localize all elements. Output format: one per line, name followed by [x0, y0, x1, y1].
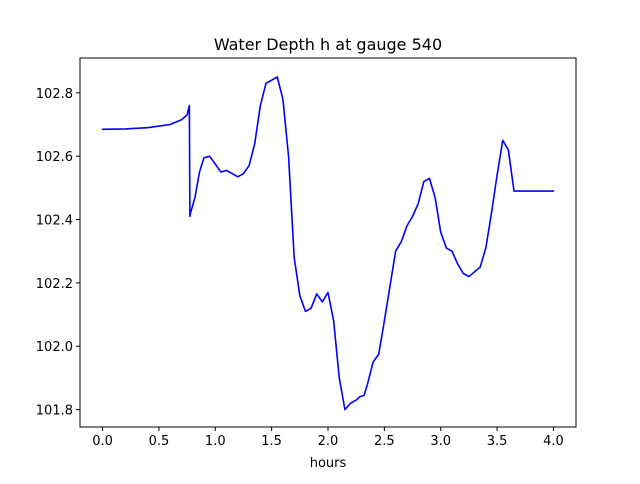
y-tick-label: 102.4: [36, 214, 73, 229]
x-axis-ticks: 0.0 0.5 1.0 1.5 2.0 2.5 3.0 3.5 4.0: [92, 427, 564, 449]
x-tick-label: 4.0: [543, 434, 564, 449]
x-tick-label: 0.0: [92, 434, 113, 449]
series-line-0: [101, 76, 555, 411]
x-tick-label: 2.0: [318, 434, 339, 449]
y-tick-label: 102.2: [36, 277, 73, 292]
x-tick-label: 0.5: [149, 434, 170, 449]
x-tick-label: 1.5: [261, 434, 282, 449]
chart-title: Water Depth h at gauge 540: [214, 35, 442, 54]
x-tick-label: 1.0: [205, 434, 226, 449]
y-axis-ticks: 101.8 102.0 102.2 102.4 102.6 102.8: [36, 87, 80, 419]
y-tick-label: 101.8: [36, 404, 73, 419]
y-tick-label: 102.0: [36, 340, 73, 355]
x-tick-label: 3.0: [430, 434, 451, 449]
y-tick-label: 102.8: [36, 87, 73, 102]
x-tick-label: 2.5: [374, 434, 395, 449]
y-tick-label: 102.6: [36, 150, 73, 165]
x-tick-label: 3.5: [487, 434, 508, 449]
plot-layer: [101, 76, 555, 411]
x-axis-label: hours: [310, 456, 347, 471]
